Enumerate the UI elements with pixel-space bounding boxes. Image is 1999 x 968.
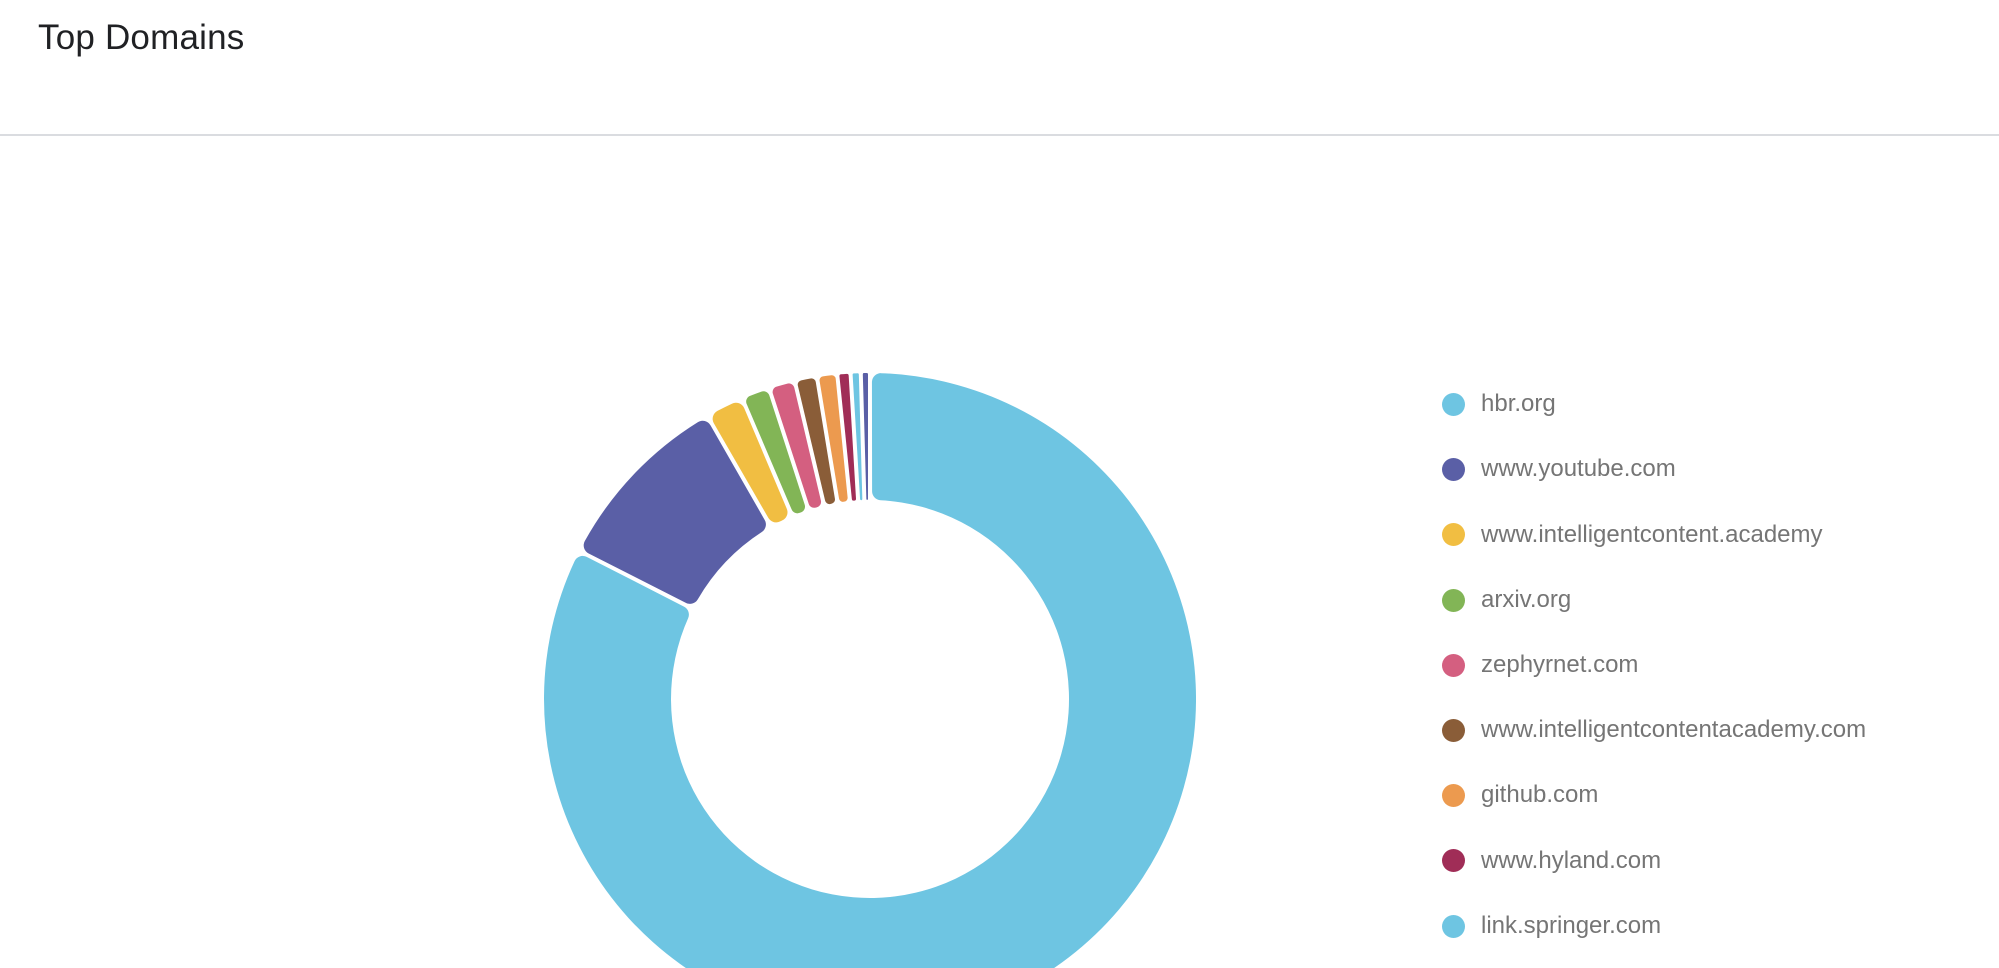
legend-color-dot xyxy=(1442,719,1465,743)
legend-item-label: github.com xyxy=(1481,781,1599,809)
legend-color-dot xyxy=(1442,653,1465,677)
legend-item-link.springer.com[interactable]: link.springer.com xyxy=(1442,894,1866,959)
legend-color-dot xyxy=(1442,523,1465,547)
legend-color-dot xyxy=(1442,393,1465,417)
legend-item-www.intelligentcontentacademy.com[interactable]: www.intelligentcontentacademy.com xyxy=(1442,698,1866,763)
legend-color-dot xyxy=(1442,914,1465,938)
chart-area: hbr.org www.youtube.com www.intelligentcon… xyxy=(0,135,1999,968)
legend-item-github.com[interactable]: github.com xyxy=(1442,763,1866,828)
legend-color-dot xyxy=(1442,849,1465,873)
donut-slice-arxiv.org[interactable] xyxy=(746,391,805,514)
donut-slice-www.intelligentcontent.academy[interactable] xyxy=(712,402,788,523)
page-title: Top Domains xyxy=(38,18,245,57)
legend-color-dot xyxy=(1442,458,1465,482)
donut-slice-www.hyland.com[interactable] xyxy=(839,373,857,501)
domains-donut-chart[interactable] xyxy=(544,373,1196,968)
donut-slice-www.youtube.com[interactable] xyxy=(583,420,766,604)
donut-slice-games.gamingintelligence.com[interactable] xyxy=(862,373,869,501)
legend-item-label: zephyrnet.com xyxy=(1481,650,1639,678)
legend-color-dot xyxy=(1442,588,1465,612)
legend-item-label: www.youtube.com xyxy=(1481,455,1676,483)
legend-item-www.hyland.com[interactable]: www.hyland.com xyxy=(1442,828,1866,893)
legend-item-www.youtube.com[interactable]: www.youtube.com xyxy=(1442,437,1866,502)
legend-item-hbr.org[interactable]: hbr.org xyxy=(1442,372,1866,437)
donut-slice-link.springer.com[interactable] xyxy=(852,373,863,501)
chart-legend: hbr.org www.youtube.com www.intelligentcon… xyxy=(1442,372,1866,968)
donut-slice-www.intelligentcontentacademy.com[interactable] xyxy=(797,378,835,505)
legend-item-label: www.intelligentcontent.academy xyxy=(1481,520,1823,548)
legend-item-label: link.springer.com xyxy=(1481,911,1662,939)
legend-item-zephyrnet.com[interactable]: zephyrnet.com xyxy=(1442,633,1866,698)
legend-item-label: www.intelligentcontentacademy.com xyxy=(1481,716,1867,744)
legend-item-label: arxiv.org xyxy=(1481,585,1572,613)
donut-slice-zephyrnet.com[interactable] xyxy=(772,383,822,508)
card-header: Top Domains xyxy=(0,0,1999,134)
legend-item-games.gamingintelligence.com[interactable]: games.gamingintelligence.com xyxy=(1442,959,1866,968)
legend-item-www.intelligentcontent.academy[interactable]: www.intelligentcontent.academy xyxy=(1442,502,1866,567)
legend-item-arxiv.org[interactable]: arxiv.org xyxy=(1442,568,1866,633)
donut-slice-github.com[interactable] xyxy=(819,375,848,502)
legend-item-label: www.hyland.com xyxy=(1481,846,1662,874)
legend-color-dot xyxy=(1442,784,1465,808)
donut-slice-hbr.org[interactable] xyxy=(544,373,1196,968)
header-divider xyxy=(0,134,1999,136)
legend-item-label: hbr.org xyxy=(1481,390,1556,418)
